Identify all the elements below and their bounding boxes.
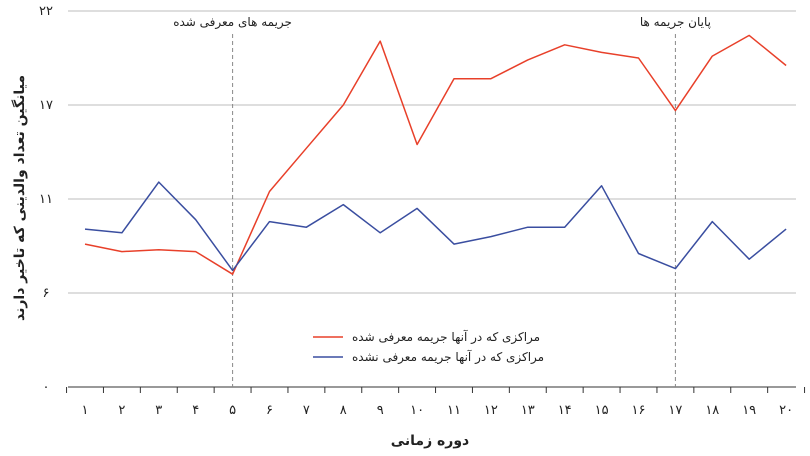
x-tick-label: ۶ [266,403,273,418]
x-tick-label: ۱۸ [705,403,719,418]
x-axis-title: دوره زمانی [391,433,470,449]
x-tick-label: ۱۴ [558,403,572,418]
x-tick-label: ۵ [229,403,236,418]
series-line [84,181,787,272]
y-tick-label: ۶ [43,286,50,301]
series-line [84,34,787,275]
legend-label: مراکزی که در آنها جریمه معرفی نشده [352,349,544,365]
x-tick-label: ۱۵ [595,403,609,418]
x-tick-label: ۱۱ [447,403,461,418]
y-tick-label: ۱۱ [39,192,53,207]
annotations: جریمه های معرفی شده پایان جریمه ها [173,15,711,387]
x-tick-label: ۷ [303,403,310,418]
legend: مراکزی که در آنها جریمه معرفی شده مراکزی … [313,329,544,365]
x-tick-label: ۱۲ [484,403,498,418]
x-tick-label: ۴ [192,403,199,418]
y-tick-labels: ۰ ۶ ۱۱ ۱۷ ۲۲ [39,4,53,395]
x-tick-labels: ۱ ۲ ۳ ۴ ۵ ۶ ۷ ۸ ۹ ۱۰ ۱۱ ۱۲ ۱۳ ۱۴ ۱۵ ۱۶ ۱۷ ۱۸ ۱۹ ۲۰ [82,403,794,418]
y-tick-label: ۲۲ [39,4,53,19]
x-tick-label: ۱۹ [742,403,756,418]
x-tick-label: ۲۰ [779,403,793,418]
x-tick-label: ۱۰ [410,403,424,418]
x-axis [66,386,806,393]
legend-label: مراکزی که در آنها جریمه معرفی شده [352,329,540,345]
x-tick-label: ۱۳ [521,403,535,418]
x-tick-label: ۸ [340,403,347,418]
x-tick-label: ۹ [377,403,384,418]
x-tick-label: ۱ [82,403,89,418]
annotation-label: پایان جریمه ها [640,15,711,30]
y-tick-label: ۱۷ [39,98,53,113]
y-tick-label: ۰ [43,380,50,395]
y-axis-title: میانگین تعداد والدینی که تاخیر دارند [11,75,28,321]
x-tick-label: ۱۷ [668,403,682,418]
annotation-label: جریمه های معرفی شده [173,15,292,30]
x-tick-label: ۲ [118,403,125,418]
x-tick-label: ۱۶ [632,403,646,418]
x-tick-label: ۳ [155,403,162,418]
series-lines [84,34,787,275]
